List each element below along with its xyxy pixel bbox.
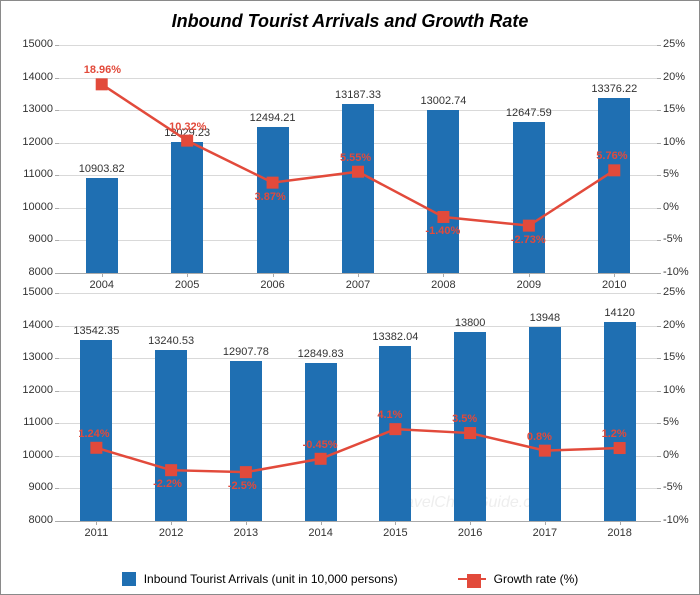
- y1-tick-label: 9000: [9, 233, 53, 245]
- growth-label: 1.2%: [602, 428, 627, 440]
- y1-tick-label: 12000: [9, 136, 53, 148]
- y1-tick-label: 8000: [9, 266, 53, 278]
- growth-label: -2.73%: [511, 234, 546, 246]
- growth-label: -1.40%: [425, 225, 460, 237]
- legend-item-line: Growth rate (%): [458, 572, 579, 586]
- growth-label: 3.87%: [255, 191, 286, 203]
- legend-line-label: Growth rate (%): [494, 572, 579, 586]
- y2-tick-label: 25%: [663, 38, 685, 50]
- category-label: 2014: [308, 527, 332, 539]
- y2-tick-label: 10%: [663, 384, 685, 396]
- y2-tick-label: 20%: [663, 319, 685, 331]
- y1-tick-label: 15000: [9, 286, 53, 298]
- y1-tick-label: 11000: [9, 416, 53, 428]
- growth-label: 5.55%: [340, 152, 371, 164]
- y1-tick-label: 13000: [9, 351, 53, 363]
- chart-title: Inbound Tourist Arrivals and Growth Rate: [1, 1, 699, 38]
- growth-label: 1.24%: [78, 428, 109, 440]
- category-label: 2005: [175, 279, 199, 291]
- category-label: 2015: [383, 527, 407, 539]
- category-label: 2006: [260, 279, 284, 291]
- y2-tick-label: 0%: [663, 201, 679, 213]
- growth-label: -2.5%: [228, 480, 257, 492]
- category-label: 2016: [458, 527, 482, 539]
- y1-tick-label: 8000: [9, 514, 53, 526]
- category-label: 2011: [85, 527, 109, 539]
- growth-label: 18.96%: [84, 64, 121, 76]
- legend-item-bars: Inbound Tourist Arrivals (unit in 10,000…: [122, 572, 398, 586]
- y2-tick-label: -5%: [663, 233, 683, 245]
- category-label: 2010: [602, 279, 626, 291]
- category-label: 2004: [89, 279, 113, 291]
- y1-tick-label: 14000: [9, 319, 53, 331]
- category-label: 2012: [159, 527, 183, 539]
- y1-tick-label: 12000: [9, 384, 53, 396]
- y2-tick-label: 25%: [663, 286, 685, 298]
- legend-bar-label: Inbound Tourist Arrivals (unit in 10,000…: [144, 572, 398, 586]
- bar-swatch-icon: [122, 572, 136, 586]
- category-label: 2007: [346, 279, 370, 291]
- growth-label: 3.5%: [452, 413, 477, 425]
- y2-tick-label: -5%: [663, 481, 683, 493]
- category-label: 2017: [533, 527, 557, 539]
- y1-tick-label: 15000: [9, 38, 53, 50]
- y2-tick-label: 0%: [663, 449, 679, 461]
- panel-bottom: 80009000100001100012000130001400015000-1…: [59, 293, 657, 521]
- y2-tick-label: 10%: [663, 136, 685, 148]
- y1-tick-label: 14000: [9, 71, 53, 83]
- y2-tick-label: 5%: [663, 168, 679, 180]
- growth-label: -2.2%: [153, 478, 182, 490]
- y2-tick-label: 5%: [663, 416, 679, 428]
- y1-tick-label: 10000: [9, 201, 53, 213]
- y1-tick-label: 13000: [9, 103, 53, 115]
- growth-label: 4.1%: [377, 409, 402, 421]
- panel-top: 80009000100001100012000130001400015000-1…: [59, 45, 657, 273]
- y1-tick-label: 9000: [9, 481, 53, 493]
- y2-tick-label: 20%: [663, 71, 685, 83]
- growth-label: 0.8%: [527, 431, 552, 443]
- y2-tick-label: -10%: [663, 514, 689, 526]
- growth-label: 10.32%: [169, 121, 206, 133]
- growth-label: -0.45%: [303, 439, 338, 451]
- chart-container: Inbound Tourist Arrivals and Growth Rate…: [0, 0, 700, 595]
- y2-tick-label: 15%: [663, 103, 685, 115]
- category-label: 2013: [234, 527, 258, 539]
- line-swatch-icon: [458, 578, 486, 580]
- growth-label: 5.76%: [596, 150, 627, 162]
- y1-tick-label: 10000: [9, 449, 53, 461]
- y2-tick-label: 15%: [663, 351, 685, 363]
- category-label: 2008: [431, 279, 455, 291]
- y2-tick-label: -10%: [663, 266, 689, 278]
- legend: Inbound Tourist Arrivals (unit in 10,000…: [1, 572, 699, 586]
- category-label: 2018: [607, 527, 631, 539]
- category-label: 2009: [517, 279, 541, 291]
- growth-line: [59, 293, 657, 521]
- y1-tick-label: 11000: [9, 168, 53, 180]
